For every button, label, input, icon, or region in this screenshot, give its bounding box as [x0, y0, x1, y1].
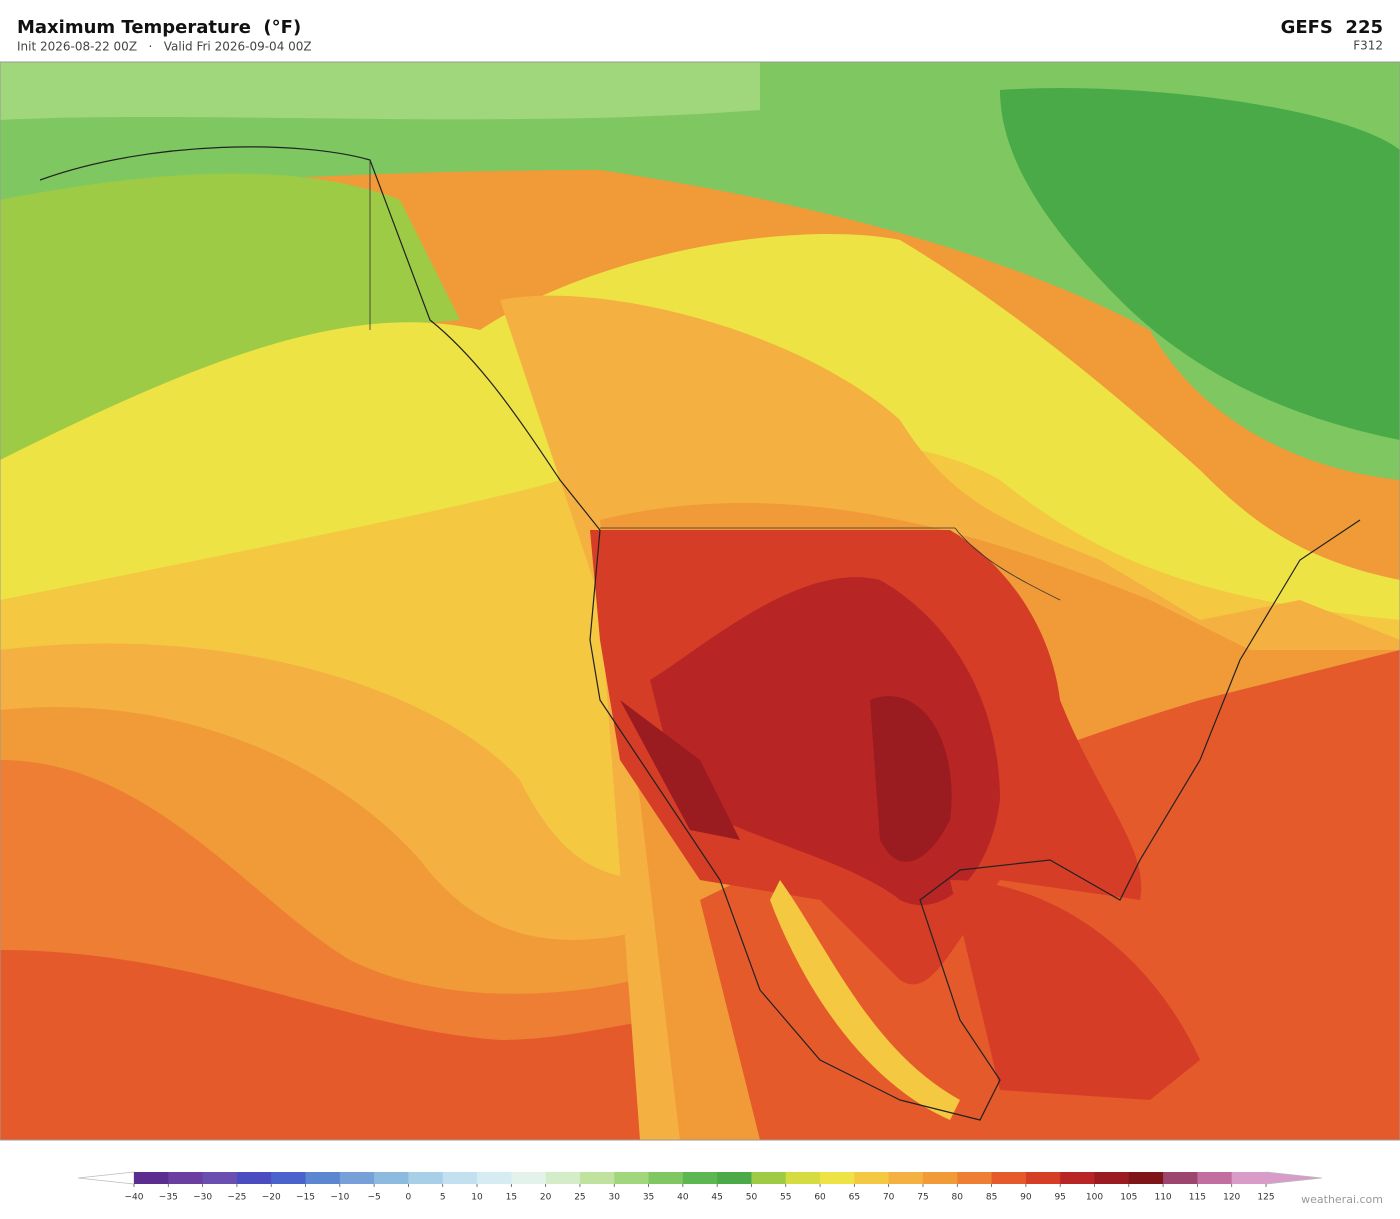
colorbar-tick-label: −35	[159, 1193, 178, 1203]
colorbar-bin	[1025, 1172, 1061, 1184]
colorbar-tick-label: 105	[1120, 1193, 1137, 1203]
colorbar-bin	[854, 1172, 890, 1184]
colorbar-tick-label: 50	[746, 1193, 758, 1203]
colorbar-tick-label: 45	[711, 1193, 722, 1203]
colorbar-tick-label: 0	[406, 1193, 412, 1203]
colorbar-bin	[408, 1172, 444, 1184]
colorbar-tick-label: 20	[540, 1193, 552, 1203]
colorbar-bin	[1094, 1172, 1130, 1184]
map-field	[870, 696, 952, 862]
colorbar-tick-label: −10	[330, 1193, 349, 1203]
colorbar-bin	[134, 1172, 169, 1184]
colorbar-bin	[682, 1172, 718, 1184]
colorbar-bin	[1128, 1172, 1164, 1184]
colorbar-bin	[820, 1172, 855, 1184]
colorbar-under	[77, 1171, 135, 1185]
colorbar-bin	[442, 1172, 478, 1184]
colorbar-bin	[991, 1172, 1027, 1184]
map-field	[0, 173, 460, 460]
colorbar-tick-label: 30	[609, 1193, 621, 1203]
map	[0, 61, 1400, 1141]
forecast-hour: F312	[1353, 39, 1383, 53]
colorbar-bin	[614, 1172, 650, 1184]
coastline	[39, 146, 1361, 1121]
colorbar-tick-label: −25	[227, 1193, 246, 1203]
colorbar-bin	[477, 1172, 512, 1184]
map-frame	[0, 61, 1400, 1141]
colorbar-bin	[1197, 1172, 1233, 1184]
colorbar-tick-label: −5	[367, 1193, 380, 1203]
colorbar-bin	[168, 1172, 204, 1184]
colorbar-bin	[922, 1172, 958, 1184]
colorbar-over	[1265, 1171, 1323, 1185]
colorbar-tick-label: 55	[780, 1193, 791, 1203]
colorbar-tick-label: 5	[440, 1193, 446, 1203]
colorbar-bin	[717, 1172, 752, 1184]
model-name: GEFS 225	[1281, 17, 1383, 38]
title: Maximum Temperature (°F)	[17, 17, 301, 38]
colorbar-bin	[305, 1172, 341, 1184]
colorbar-tick-label: −15	[296, 1193, 315, 1203]
colorbar-tick-label: 35	[643, 1193, 654, 1203]
colorbar-bin	[236, 1172, 272, 1184]
colorbar-bin	[511, 1172, 547, 1184]
colorbar-tick-label: −40	[125, 1193, 144, 1203]
colorbar-tick-label: 85	[986, 1193, 997, 1203]
colorbar-bin	[339, 1172, 375, 1184]
colorbar-tick-label: 120	[1223, 1193, 1240, 1203]
colorbar-tick-label: 60	[814, 1193, 826, 1203]
map-field	[620, 700, 740, 840]
colorbar-bin	[202, 1172, 238, 1184]
colorbar-bin	[751, 1172, 787, 1184]
colorbar-bin	[957, 1172, 993, 1184]
colorbar-tick-label: 10	[471, 1193, 483, 1203]
map-field	[700, 650, 1400, 1140]
map-field	[0, 62, 760, 120]
colorbar-bin	[1231, 1172, 1267, 1184]
colorbar: −40 −35 −30 −25 −20 −15 −10 −5 0 5 10 15 20 25 30 35 40 4…	[77, 1171, 1323, 1203]
subtitle: Init 2026-08-22 00Z · Valid Fri 2026-09-…	[17, 40, 312, 54]
colorbar-tick-label: −20	[262, 1193, 281, 1203]
colorbar-tick-label: 70	[883, 1193, 895, 1203]
colorbar-bin	[545, 1172, 581, 1184]
colorbar-tick-label: 95	[1054, 1193, 1065, 1203]
colorbar-bin	[271, 1172, 307, 1184]
colorbar-bin	[785, 1172, 821, 1184]
colorbar-tick-label: 90	[1020, 1193, 1032, 1203]
colorbar-tick-label: −30	[193, 1193, 212, 1203]
colorbar-tick-label: 40	[677, 1193, 689, 1203]
colorbar-tick-label: 100	[1086, 1193, 1103, 1203]
map-field	[770, 880, 960, 1120]
map-field	[0, 950, 760, 1140]
colorbar-tick-label: 115	[1189, 1193, 1206, 1203]
colorbar-bin	[648, 1172, 684, 1184]
colorbar-bin	[1060, 1172, 1095, 1184]
colorbar-tick-label: 125	[1257, 1193, 1274, 1203]
colorbar-bin	[1163, 1172, 1198, 1184]
colorbar-tick-label: 110	[1154, 1193, 1171, 1203]
colorbar-tick-label: 65	[849, 1193, 860, 1203]
border	[369, 160, 1061, 601]
colorbar-tick-label: 80	[952, 1193, 964, 1203]
colorbar-tick-label: 15	[506, 1193, 517, 1203]
colorbar-tick-label: 75	[917, 1193, 928, 1203]
watermark: weatherai.com	[1301, 1193, 1383, 1206]
map-field	[1000, 88, 1400, 440]
map-field	[950, 880, 1200, 1100]
colorbar-bin	[888, 1172, 924, 1184]
colorbar-bin	[374, 1172, 409, 1184]
colorbar-tick-label: 25	[574, 1193, 585, 1203]
colorbar-bin	[579, 1172, 615, 1184]
